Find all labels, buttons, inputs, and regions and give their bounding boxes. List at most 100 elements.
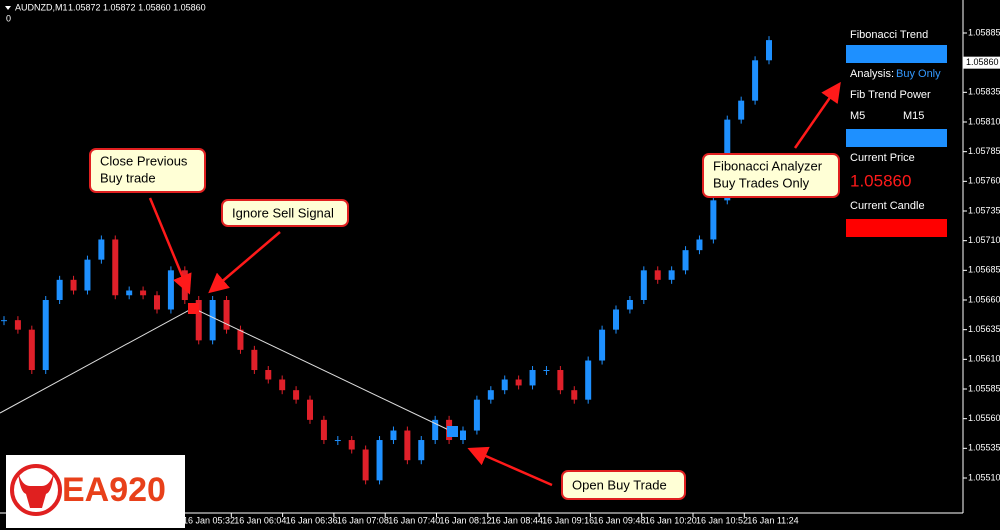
price-label: Current Price [850, 152, 915, 164]
callout-box [89, 148, 206, 193]
time-label: 16 Jan 06:36 [286, 515, 338, 525]
header-sub: 0 [6, 13, 11, 23]
price-tick-label: 1.05785 [968, 146, 1000, 156]
candle [668, 270, 675, 280]
candle [28, 329, 35, 371]
candle [140, 290, 147, 296]
panel-title: Fibonacci Trend [850, 29, 928, 41]
candle [404, 430, 411, 461]
price-tick-label: 1.05885 [968, 27, 1000, 37]
candle [640, 270, 647, 300]
candle [710, 200, 717, 240]
callout: Ignore Sell Signal [221, 199, 349, 227]
candle [307, 399, 313, 420]
price-tick-label: 1.05560 [968, 413, 1000, 423]
candle [585, 360, 592, 400]
logo-text: EA920 [62, 471, 166, 509]
candle [515, 379, 522, 386]
candle [501, 379, 508, 391]
arrow [467, 446, 553, 487]
candle [696, 239, 703, 251]
buy-marker [447, 426, 458, 437]
candle [571, 390, 578, 400]
candle [376, 440, 383, 481]
callout-text: Open Buy Trade [572, 477, 667, 492]
time-label: 16 Jan 10:20 [645, 515, 697, 525]
sell-marker [188, 303, 199, 314]
header-quote: 1.05872 1.05872 1.05860 1.05860 [68, 2, 206, 12]
candle [738, 100, 745, 120]
candle [599, 329, 606, 361]
candle [487, 390, 494, 400]
price-tick-label: 1.05760 [968, 176, 1000, 186]
candle [293, 390, 300, 400]
analysis-label: Analysis: [850, 68, 894, 80]
candle-bar [846, 219, 947, 237]
candle [251, 349, 258, 371]
candle [334, 440, 341, 442]
candle [348, 440, 355, 450]
logo-icon [10, 464, 62, 516]
callout-text: Buy Trades Only [713, 175, 810, 190]
candle [223, 300, 230, 330]
candle [529, 370, 536, 386]
candle [473, 399, 480, 431]
time-label: 16 Jan 09:16 [542, 515, 594, 525]
price-tick-label: 1.05610 [968, 354, 1000, 364]
candle [126, 290, 133, 296]
callout-box [561, 470, 686, 500]
candle [98, 239, 105, 260]
price-tick-label: 1.05735 [968, 205, 1000, 215]
candle [112, 239, 119, 296]
time-label: 16 Jan 08:12 [440, 515, 492, 525]
candle [654, 270, 661, 280]
arrows [148, 81, 841, 487]
price-tick-label: 1.05585 [968, 383, 1000, 393]
candle [390, 430, 397, 441]
price-tick-label: 1.05535 [968, 443, 1000, 453]
price-tick-label: 1.05635 [968, 324, 1000, 334]
candle [154, 295, 160, 310]
time-label: 16 Jan 05:32 [183, 515, 235, 525]
callout: Open Buy Trade [561, 470, 686, 500]
time-label: 16 Jan 09:48 [593, 515, 645, 525]
callout-text: Close Previous [100, 153, 188, 168]
price-axis: 1.05885 1.05835 1.05810 1.05785 1.05760 1.057… [963, 27, 1000, 482]
callout-text: Fibonacci Analyzer [713, 158, 823, 173]
m15-bar [902, 129, 947, 147]
power-title: Fib Trend Power [850, 89, 931, 101]
menu-triangle [5, 6, 11, 10]
callout-box [221, 199, 349, 227]
candle [237, 329, 244, 350]
candle [626, 300, 633, 310]
callout-text: Buy trade [100, 170, 156, 185]
trend-bar [846, 45, 947, 63]
price-tick-label: 1.05510 [968, 472, 1000, 482]
time-label: 16 Jan 08:44 [491, 515, 543, 525]
candle [1, 320, 7, 322]
candle [195, 300, 202, 341]
candle [766, 40, 772, 61]
candle [84, 259, 91, 291]
callout: Fibonacci Analyzer Buy Trades Only [702, 153, 840, 198]
current-price-label: 1.05860 [966, 57, 999, 67]
candle [682, 250, 689, 271]
time-label: 16 Jan 07:40 [388, 515, 440, 525]
candle [70, 279, 77, 291]
time-label: 16 Jan 11:24 [747, 515, 798, 525]
analysis-value: Buy Only [896, 68, 941, 80]
candle [320, 419, 327, 441]
callout-text: Ignore Sell Signal [232, 205, 334, 220]
time-label: 16 Jan 10:52 [696, 515, 748, 525]
callout: Close Previous Buy trade [89, 148, 206, 193]
price-tick-label: 1.05810 [968, 116, 1000, 126]
candle [167, 270, 174, 310]
current-price-box [963, 56, 1000, 69]
candle [752, 60, 759, 101]
price-tick-label: 1.05685 [968, 265, 1000, 275]
price-tick-label: 1.05660 [968, 294, 1000, 304]
arrow [793, 81, 841, 149]
candle [209, 300, 216, 341]
candle-label: Current Candle [850, 200, 925, 212]
